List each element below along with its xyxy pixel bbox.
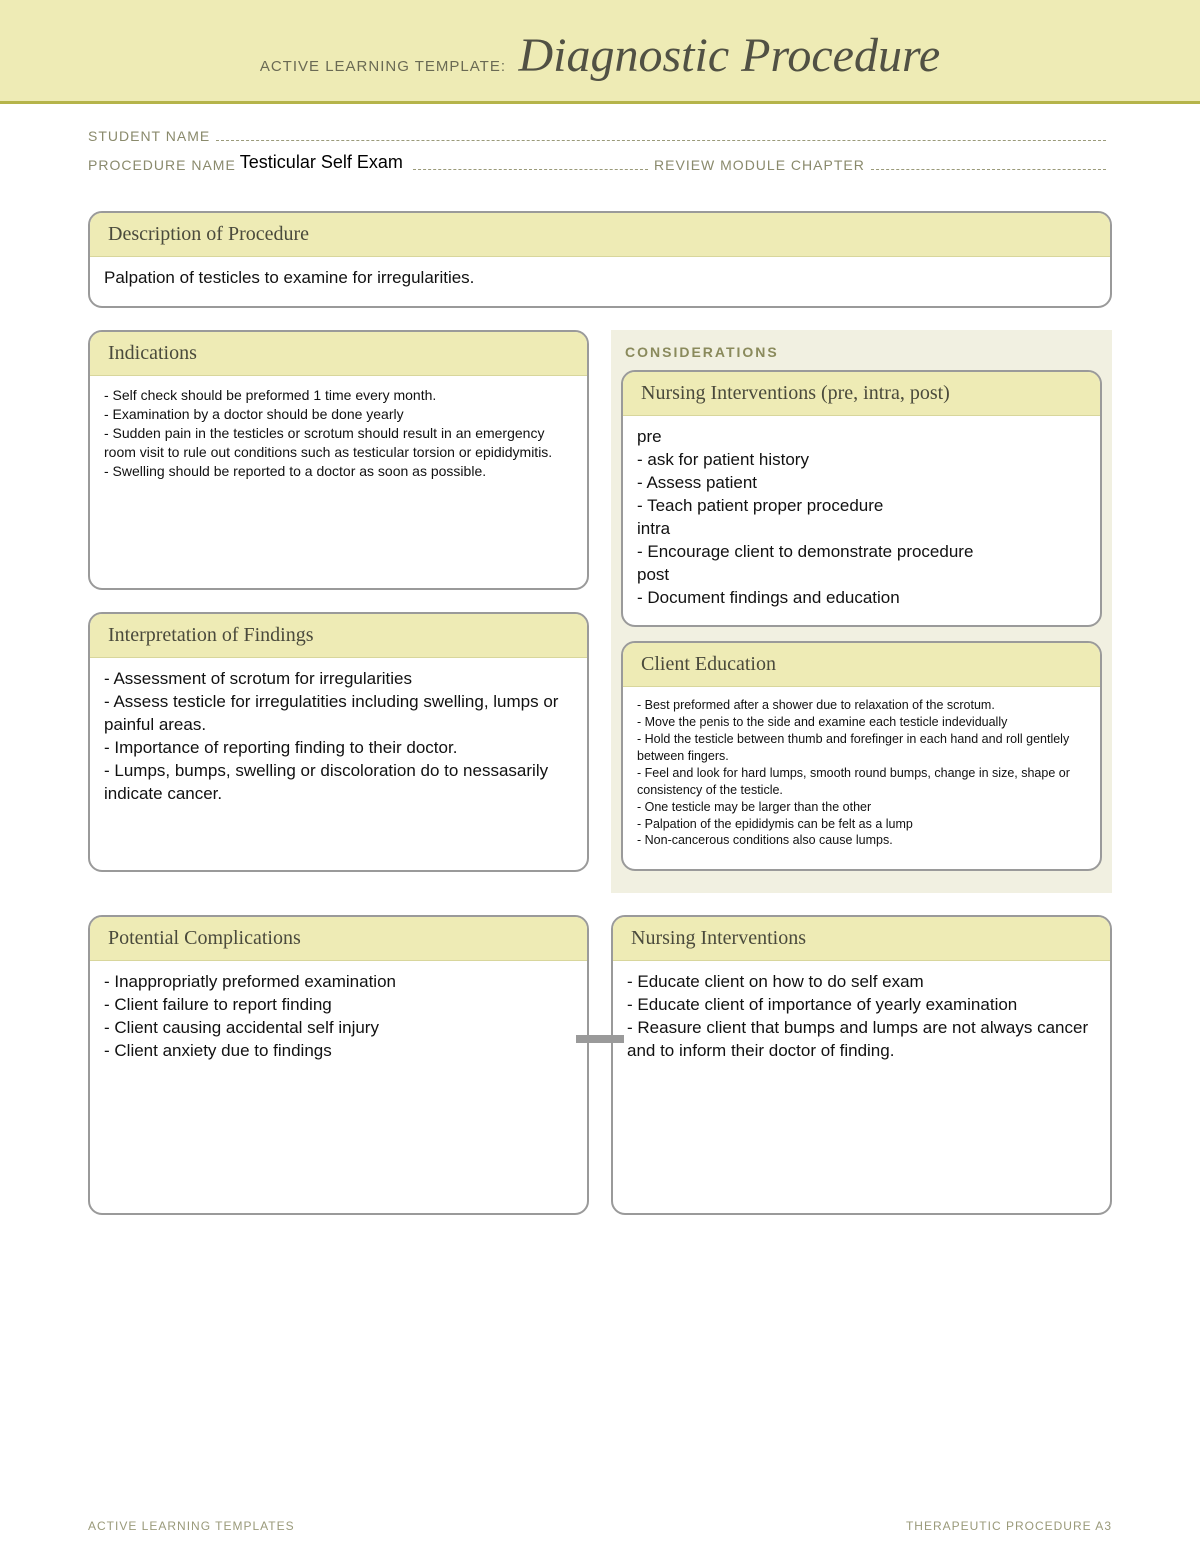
row-complications-interventions: Potential Complications - Inappropriatly… [88,915,1112,1237]
procedure-name-label: PROCEDURE NAME [88,157,236,173]
indications-card: Indications - Self check should be prefo… [88,330,589,590]
footer-right: THERAPEUTIC PROCEDURE A3 [906,1519,1112,1533]
page: ACTIVE LEARNING TEMPLATE: Diagnostic Pro… [0,0,1200,1553]
banner-label: ACTIVE LEARNING TEMPLATE: [260,58,506,75]
interpretation-title: Interpretation of Findings [90,614,587,658]
considerations-label: CONSIDERATIONS [611,330,1112,370]
procedure-name-line [413,169,648,170]
complications-body: - Inappropriatly preformed examination -… [90,961,587,1079]
nursing-interventions-title: Nursing Interventions [613,917,1110,961]
banner: ACTIVE LEARNING TEMPLATE: Diagnostic Pro… [0,0,1200,104]
nursing-pre-title: Nursing Interventions (pre, intra, post) [623,372,1100,416]
description-card: Description of Procedure Palpation of te… [88,211,1112,308]
description-text: Palpation of testicles to examine for ir… [104,267,1096,290]
nursing-pre-body: pre - ask for patient history - Assess p… [623,416,1100,626]
interpretation-card: Interpretation of Findings - Assessment … [88,612,589,872]
footer-left: ACTIVE LEARNING TEMPLATES [88,1519,295,1533]
description-title: Description of Procedure [90,213,1110,257]
procedure-name-value: Testicular Self Exam [236,152,407,173]
connector-bar [576,1035,624,1043]
client-education-title: Client Education [623,643,1100,687]
nursing-interventions-body: - Educate client on how to do self exam … [613,961,1110,1079]
interpretation-text: - Assessment of scrotum for irregulariti… [104,668,573,806]
considerations-wrap: CONSIDERATIONS Nursing Interventions (pr… [611,330,1112,894]
client-education-body: - Best preformed after a shower due to r… [623,687,1100,865]
indications-title: Indications [90,332,587,376]
indications-text: - Self check should be preformed 1 time … [104,386,573,480]
complications-title: Potential Complications [90,917,587,961]
review-chapter-line [871,169,1106,170]
content: Description of Procedure Palpation of te… [0,191,1200,1237]
indications-body: - Self check should be preformed 1 time … [90,376,587,496]
footer: ACTIVE LEARNING TEMPLATES THERAPEUTIC PR… [88,1519,1112,1533]
nursing-pre-text: pre - ask for patient history - Assess p… [637,426,1086,610]
interpretation-body: - Assessment of scrotum for irregulariti… [90,658,587,822]
nursing-pre-intra-post-card: Nursing Interventions (pre, intra, post)… [621,370,1102,628]
row-indications-considerations: Indications - Self check should be prefo… [88,330,1112,916]
description-body: Palpation of testicles to examine for ir… [90,257,1110,306]
client-education-text: - Best preformed after a shower due to r… [637,697,1086,849]
complications-text: - Inappropriatly preformed examination -… [104,971,573,1063]
nursing-interventions-text: - Educate client on how to do self exam … [627,971,1096,1063]
meta-block: STUDENT NAME PROCEDURE NAME Testicular S… [0,104,1200,191]
student-name-line [216,140,1106,141]
complications-card: Potential Complications - Inappropriatly… [88,915,589,1215]
banner-title: Diagnostic Procedure [518,29,940,82]
client-education-card: Client Education - Best preformed after … [621,641,1102,871]
nursing-interventions-card: Nursing Interventions - Educate client o… [611,915,1112,1215]
review-chapter-label: REVIEW MODULE CHAPTER [654,157,865,173]
student-name-label: STUDENT NAME [88,128,210,144]
